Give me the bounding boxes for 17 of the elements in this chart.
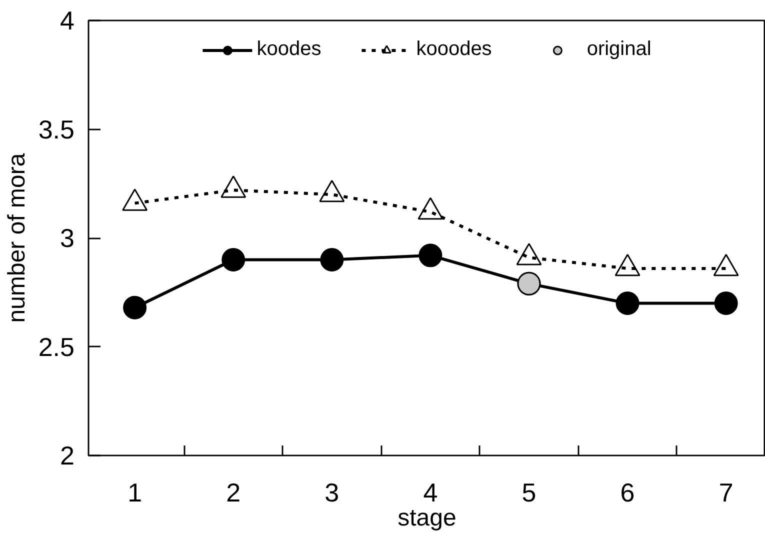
x-tick-label: 3	[324, 478, 340, 508]
y-tick-label: 3.5	[38, 114, 75, 144]
legend-label: original	[586, 38, 652, 61]
x-axis-title: stage	[398, 504, 456, 532]
y-tick-label: 4	[60, 6, 75, 36]
x-tick-label: 5	[522, 478, 536, 508]
x-tick-label: 7	[718, 478, 734, 508]
x-tick-label: 1	[128, 478, 142, 508]
x-tick-label: 2	[226, 478, 241, 508]
x-tick-label: 4	[423, 478, 438, 508]
y-tick-label: 2.5	[38, 332, 75, 362]
y-tick-label: 2	[60, 440, 75, 470]
y-axis-title: number of mora	[3, 152, 30, 323]
y-tick-label: 3	[60, 223, 75, 253]
x-tick-label: 6	[620, 478, 635, 508]
legend-label: koodes	[256, 38, 322, 61]
legend-label: kooodes	[416, 38, 492, 61]
